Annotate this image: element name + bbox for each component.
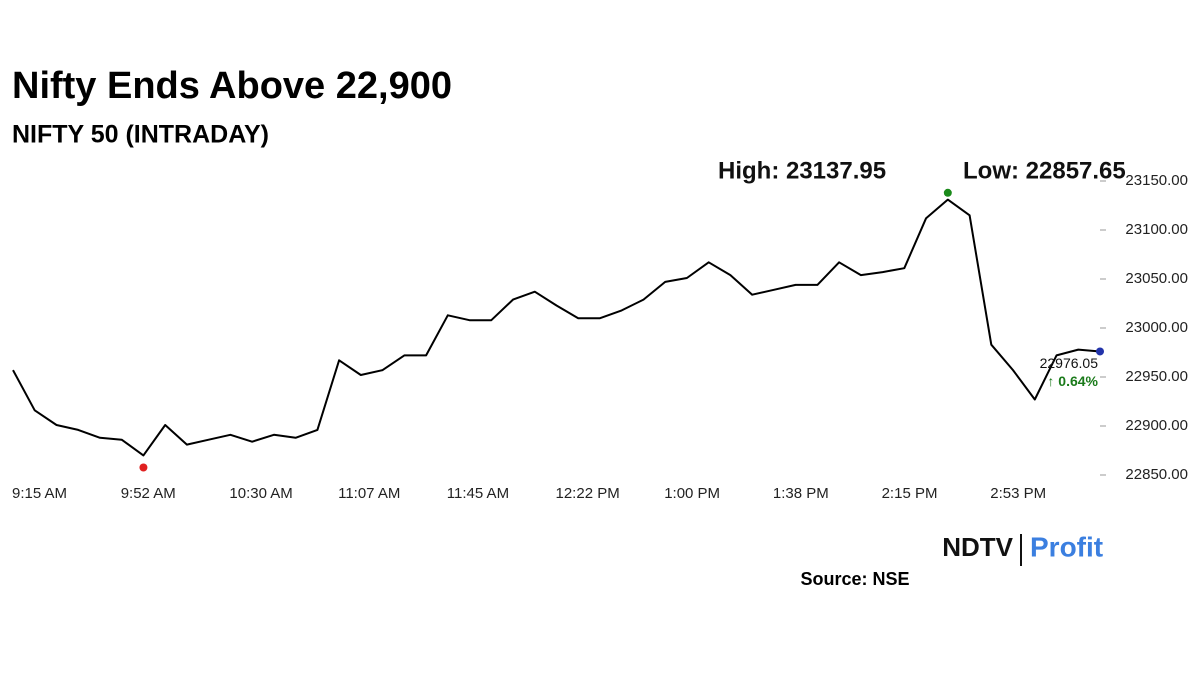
x-tick-label: 2:53 PM xyxy=(990,485,1046,502)
y-tick-label: 22900.00 xyxy=(1125,417,1188,434)
price-line xyxy=(12,198,1101,457)
chart-subtitle: NIFTY 50 (INTRADAY) xyxy=(12,121,269,149)
y-tick-label: 23000.00 xyxy=(1125,319,1188,336)
x-tick-label: 1:38 PM xyxy=(773,485,829,502)
y-tick-label: 23100.00 xyxy=(1125,221,1188,238)
high-label: High: 23137.95 xyxy=(718,157,886,184)
source: Source: NSE xyxy=(800,569,909,589)
last-value-label: 22976.05 xyxy=(1040,355,1099,371)
x-tick-label: 11:45 AM xyxy=(447,485,509,502)
last-point xyxy=(1096,347,1104,356)
x-tick-label: 12:22 PM xyxy=(556,485,620,502)
low-label: Low: 22857.65 xyxy=(963,157,1126,184)
x-tick-label: 2:15 PM xyxy=(882,485,938,502)
logo-left: NDTV xyxy=(942,532,1013,562)
low-marker xyxy=(139,463,148,472)
x-tick-label: 9:52 AM xyxy=(121,485,176,502)
logo-right: Profit xyxy=(1030,531,1103,562)
y-tick-label: 22850.00 xyxy=(1125,466,1188,483)
x-tick-label: 9:15 AM xyxy=(12,485,67,502)
chart-title: Nifty Ends Above 22,900 xyxy=(12,65,452,107)
x-tick-label: 11:07 AM xyxy=(338,485,400,502)
y-tick-label: 23150.00 xyxy=(1125,172,1188,189)
high-marker xyxy=(943,188,952,197)
y-tick-label: 22950.00 xyxy=(1125,368,1188,385)
change-label: ↑ 0.64% xyxy=(1047,373,1098,389)
x-tick-label: 10:30 AM xyxy=(229,485,292,502)
y-tick-label: 23050.00 xyxy=(1125,270,1188,287)
x-tick-label: 1:00 PM xyxy=(664,485,720,502)
